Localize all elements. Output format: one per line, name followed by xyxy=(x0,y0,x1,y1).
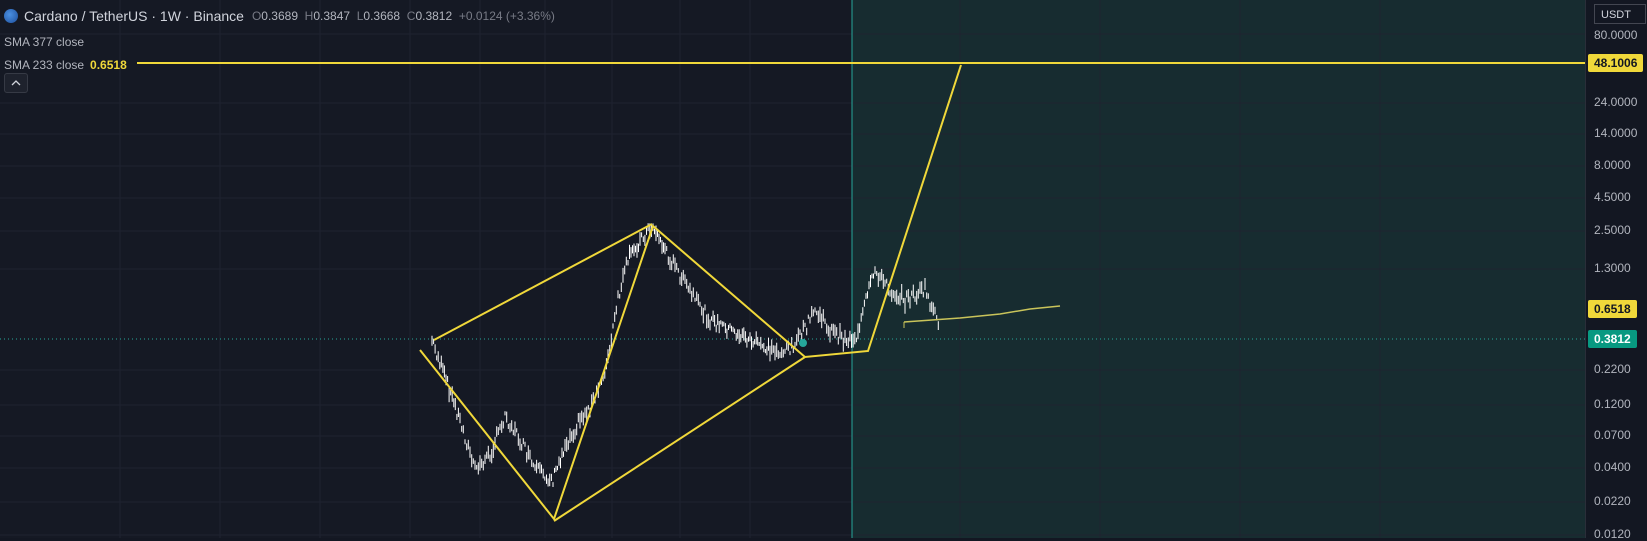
low-value: 0.3668 xyxy=(363,9,401,23)
ohlc-values: O0.3689 H0.3847 L0.3668 C0.3812 +0.0124 … xyxy=(251,9,555,23)
price-tick: 80.0000 xyxy=(1594,28,1638,42)
harmonic-pattern-drawing[interactable] xyxy=(419,64,962,522)
change-value: +0.0124 (+3.36%) xyxy=(458,9,555,23)
price-tick: 0.2200 xyxy=(1594,362,1631,376)
currency-selector[interactable]: USDT xyxy=(1594,4,1646,24)
price-tick: 0.0700 xyxy=(1594,428,1631,442)
event-marker-icon[interactable] xyxy=(799,339,807,347)
last-price-badge: 0.3812 xyxy=(1588,330,1637,348)
indicator-sma-233[interactable]: SMA 233 close 0.6518 xyxy=(4,54,555,77)
price-tick: 24.0000 xyxy=(1594,95,1638,109)
chevron-up-icon xyxy=(11,80,21,86)
price-chart[interactable] xyxy=(0,0,1585,538)
zigzag-line xyxy=(419,64,962,522)
sma-price-badge: 0.6518 xyxy=(1588,300,1637,318)
indicator-value: 0.6518 xyxy=(90,58,127,72)
price-tick: 0.0400 xyxy=(1594,460,1631,474)
cardano-coin-icon xyxy=(4,9,18,23)
price-tick: 0.0120 xyxy=(1594,527,1631,541)
indicator-sma-377[interactable]: SMA 377 close xyxy=(4,31,555,54)
collapse-legend-button[interactable] xyxy=(4,73,28,93)
sma-233-line xyxy=(903,305,1061,323)
symbol-legend: Cardano / TetherUS · 1W · Binance O0.368… xyxy=(4,6,555,77)
indicator-label: SMA 377 close xyxy=(4,35,85,49)
symbol-title[interactable]: Cardano / TetherUS · 1W · Binance xyxy=(24,8,244,24)
price-tick: 1.3000 xyxy=(1594,261,1631,275)
price-tick: 8.0000 xyxy=(1594,158,1631,172)
price-tick: 0.1200 xyxy=(1594,397,1631,411)
price-tick: 14.0000 xyxy=(1594,126,1638,140)
chart-pane[interactable]: Cardano / TetherUS · 1W · Binance O0.368… xyxy=(0,0,1585,538)
indicator-label: SMA 233 close xyxy=(4,58,85,72)
close-value: 0.3812 xyxy=(415,9,453,23)
channel-upper-line xyxy=(433,223,653,341)
target-price-badge: 48.1006 xyxy=(1588,54,1644,72)
symbol-row[interactable]: Cardano / TetherUS · 1W · Binance O0.368… xyxy=(4,6,555,26)
price-tick: 0.0220 xyxy=(1594,494,1631,508)
channel-lower-line xyxy=(553,356,806,522)
price-tick: 4.5000 xyxy=(1594,190,1631,204)
price-tick: 2.5000 xyxy=(1594,223,1631,237)
high-value: 0.3847 xyxy=(313,9,351,23)
horizontal-gridlines xyxy=(0,33,1585,536)
price-axis[interactable]: USDT 80.0000 48.1006 24.0000 14.0000 8.0… xyxy=(1585,0,1647,541)
open-value: 0.3689 xyxy=(261,9,298,23)
